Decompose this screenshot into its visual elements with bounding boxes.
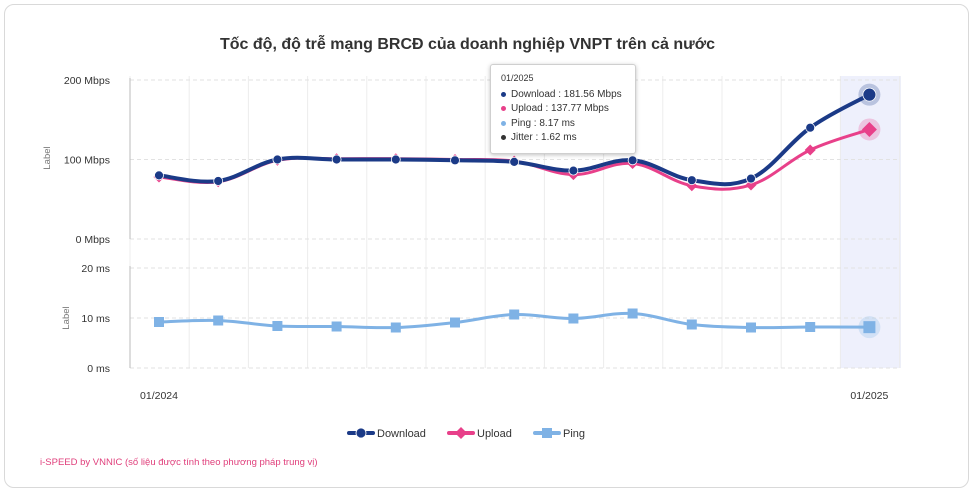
data-point bbox=[509, 309, 520, 320]
data-point bbox=[805, 322, 816, 332]
y-tick-label: 0 ms bbox=[87, 363, 110, 375]
data-point bbox=[154, 170, 164, 181]
data-point bbox=[804, 144, 816, 156]
tooltip-row-jitter: Jitter : 1.62 ms bbox=[501, 131, 625, 146]
y-tick-label: 20 ms bbox=[81, 263, 110, 275]
y-axis-label: Label bbox=[61, 306, 72, 329]
data-point bbox=[627, 308, 638, 319]
jitter-dot-icon bbox=[501, 135, 506, 141]
y-axis-label: Label bbox=[42, 146, 53, 169]
legend-label: Upload bbox=[477, 428, 512, 440]
source-footnote: i-SPEED by VNNIC (số liệu được tính theo… bbox=[40, 457, 318, 468]
tooltip-row-download: Download : 181.56 Mbps bbox=[501, 87, 625, 102]
y-tick-label: 200 Mbps bbox=[64, 75, 110, 87]
tooltip-upload-text: Upload : 137.77 Mbps bbox=[511, 103, 609, 115]
chart-title: Tốc độ, độ trễ mạng BRCĐ của doanh nghiệ… bbox=[220, 36, 715, 53]
data-point bbox=[390, 154, 401, 165]
data-point bbox=[450, 317, 460, 328]
x-tick-label: 01/2025 bbox=[850, 390, 888, 402]
data-point bbox=[568, 313, 579, 324]
data-point-highlight bbox=[861, 121, 877, 137]
tooltip-date: 01/2025 bbox=[501, 73, 534, 83]
tooltip-jitter-text: Jitter : 1.62 ms bbox=[511, 132, 577, 144]
tooltip: 01/2025 Download : 181.56 Mbps Upload : … bbox=[490, 64, 636, 154]
data-point bbox=[213, 315, 224, 326]
data-point bbox=[450, 155, 460, 166]
tooltip-row-ping: Ping : 8.17 ms bbox=[501, 116, 625, 131]
data-point bbox=[746, 173, 756, 184]
data-point bbox=[390, 322, 401, 333]
data-point-highlight bbox=[863, 321, 876, 334]
download-dot-icon bbox=[501, 91, 506, 97]
data-point bbox=[686, 175, 697, 186]
chart-card bbox=[4, 4, 969, 488]
legend-label: Ping bbox=[563, 428, 585, 440]
legend-circle-icon bbox=[355, 427, 367, 439]
data-point bbox=[509, 156, 520, 167]
data-point bbox=[331, 154, 342, 165]
tooltip-row-upload: Upload : 137.77 Mbps bbox=[501, 102, 625, 117]
data-point-highlight bbox=[862, 87, 877, 102]
data-point bbox=[213, 176, 224, 186]
data-point bbox=[154, 317, 164, 327]
legend-square-icon bbox=[542, 428, 552, 438]
data-point bbox=[627, 155, 638, 166]
tooltip-download-text: Download : 181.56 Mbps bbox=[511, 88, 622, 100]
y-tick-label: 100 Mbps bbox=[64, 155, 110, 167]
data-point bbox=[568, 165, 579, 176]
data-point bbox=[272, 321, 283, 331]
y-tick-label: 0 Mbps bbox=[76, 234, 110, 246]
upload-dot-icon bbox=[501, 106, 506, 112]
ping-dot-icon bbox=[501, 120, 506, 126]
data-point bbox=[272, 154, 283, 165]
legend-diamond-icon bbox=[455, 427, 467, 439]
tooltip-ping-text: Ping : 8.17 ms bbox=[511, 117, 575, 129]
y-tick-label: 10 ms bbox=[81, 313, 110, 325]
data-point bbox=[746, 322, 756, 333]
legend-label: Download bbox=[377, 428, 426, 440]
data-point bbox=[686, 319, 697, 330]
data-point bbox=[805, 122, 816, 133]
x-tick-label: 01/2024 bbox=[140, 390, 178, 402]
data-point bbox=[331, 321, 342, 332]
